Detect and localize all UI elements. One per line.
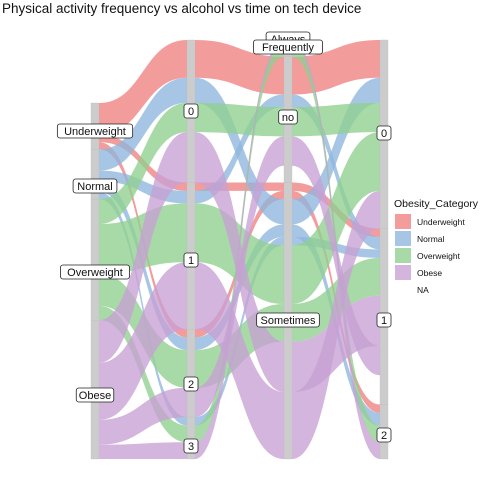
- flow-overweight-7-seg-1: [195, 102, 284, 137]
- stratum-label-2-frequently: Frequently: [253, 39, 323, 55]
- stratum-label-2-sometimes: Sometimes: [256, 312, 320, 328]
- stratum-label-box-1-0: [183, 103, 199, 119]
- chart-title: Physical activity frequency vs alcohol v…: [2, 1, 362, 16]
- stratum-label-box-0-normal: [72, 178, 118, 194]
- stratum-label-0-normal: Normal: [72, 178, 118, 194]
- legend-label-overweight: Overweight: [417, 251, 461, 261]
- stratum-label-1-3: 3: [183, 438, 199, 454]
- legend-label-na: NA: [417, 285, 429, 295]
- flow-obese-13-seg-0: [99, 387, 187, 445]
- stratum-label-1-0: 0: [183, 103, 199, 119]
- flow-obese-14-seg-0: [99, 442, 187, 459]
- stratum-label-box-2-frequently: [253, 39, 323, 55]
- stratum-label-1-1: 1: [183, 252, 199, 268]
- legend-item-underweight: Underweight: [395, 214, 465, 229]
- stratum-label-text-1-3: 3: [188, 441, 194, 453]
- flow-obese-12-seg-2: [292, 190, 380, 459]
- stratum-label-box-1-2: [183, 376, 199, 392]
- stratum-label-text-2-no: no: [282, 112, 294, 124]
- stratum-label-text-3-1: 1: [381, 315, 387, 327]
- legend-swatch-underweight: [395, 214, 411, 229]
- flow-overweight-7-seg-0: [99, 102, 187, 225]
- stratum-label-box-0-obese: [75, 387, 115, 403]
- stratum-label-0-obese: Obese: [75, 387, 115, 403]
- legend-label-obese: Obese: [417, 268, 442, 278]
- stratum-label-box-2-sometimes: [256, 312, 320, 328]
- stratum-bar-0-overweight: [90, 198, 100, 321]
- stratum-label-text-3-2: 2: [381, 430, 387, 442]
- stratum-label-box-1-1: [183, 252, 199, 268]
- flow-obese-13-seg-1: [195, 136, 284, 418]
- flow-normal-4-seg-2: [292, 94, 380, 250]
- stratum-label-text-1-2: 2: [188, 379, 194, 391]
- stratum-label-0-underweight: Underweight: [56, 123, 134, 139]
- stratum-label-text-0-overweight: Overweight: [67, 267, 123, 279]
- stratum-label-box-3-0: [376, 125, 392, 141]
- flow-underweight-0-seg-1: [195, 40, 284, 95]
- flow-obese-12-seg-1: [195, 262, 284, 459]
- stratum-label-box-2-no: [278, 109, 298, 125]
- stratum-label-box-0-underweight: [56, 123, 134, 139]
- stratum-label-0-overweight: Overweight: [60, 264, 130, 280]
- stratum-label-text-0-obese: Obese: [79, 390, 111, 402]
- legend-swatch-na: [395, 282, 411, 297]
- flow-obese-14-seg-1: [195, 40, 284, 459]
- flow-obese-13-seg-2: [292, 136, 380, 376]
- flow-underweight-0-seg-2: [292, 40, 380, 95]
- stratum-label-text-1-0: 0: [188, 106, 194, 118]
- stratum-label-2-no: no: [278, 109, 298, 125]
- legend-item-normal: Normal: [395, 231, 445, 246]
- legend-swatch-normal: [395, 231, 411, 246]
- flow-layer: [99, 40, 380, 459]
- stratum-label-box-3-2: [376, 427, 392, 443]
- legend-item-na: NA: [395, 282, 429, 297]
- stratum-bar-1-2: [186, 328, 196, 418]
- flow-normal-4-seg-1: [195, 94, 284, 204]
- stratum-label-3-1: 1: [376, 312, 392, 328]
- stratum-label-text-2-frequently: Frequently: [262, 42, 314, 54]
- stratum-bar-1-3: [186, 416, 196, 460]
- stratum-label-box-3-1: [376, 312, 392, 328]
- flow-normal-6-seg-0: [99, 192, 187, 426]
- stratum-label-3-2: 2: [376, 427, 392, 443]
- flow-normal-3-seg-0: [99, 77, 187, 171]
- stratum-label-text-0-normal: Normal: [77, 181, 112, 193]
- flow-obese-12-seg-0: [99, 262, 187, 420]
- stratum-label-text-3-0: 0: [381, 128, 387, 140]
- legend-title: Obesity_Category: [394, 198, 479, 210]
- flow-underweight-0-seg-0: [99, 40, 187, 136]
- legend-item-overweight: Overweight: [395, 248, 461, 263]
- legend: Obesity_Category Underweight Normal Overwei…: [394, 198, 479, 297]
- flow-obese-11-seg-0: [99, 132, 187, 363]
- flow-obese-14-seg-2: [292, 40, 380, 459]
- stratum-label-box-1-3: [183, 438, 199, 454]
- flow-overweight-7-seg-2: [292, 102, 380, 137]
- legend-swatch-obese: [395, 265, 411, 280]
- flow-overweight-8-seg-2: [292, 132, 380, 304]
- stratum-label-text-1-1: 1: [188, 255, 194, 267]
- stratum-label-3-0: 0: [376, 125, 392, 141]
- legend-label-underweight: Underweight: [417, 217, 465, 227]
- legend-item-obese: Obese: [395, 265, 442, 280]
- stratum-label-box-0-overweight: [60, 264, 130, 280]
- stratum-label-text-0-underweight: Underweight: [64, 126, 126, 138]
- stratum-label-layer: UnderweightNormalOverweightObese0123Alwa…: [56, 31, 392, 454]
- stratum-label-1-2: 2: [183, 376, 199, 392]
- stratum-label-text-2-sometimes: Sometimes: [260, 315, 316, 327]
- legend-swatch-overweight: [395, 248, 411, 263]
- legend-label-normal: Normal: [417, 234, 445, 244]
